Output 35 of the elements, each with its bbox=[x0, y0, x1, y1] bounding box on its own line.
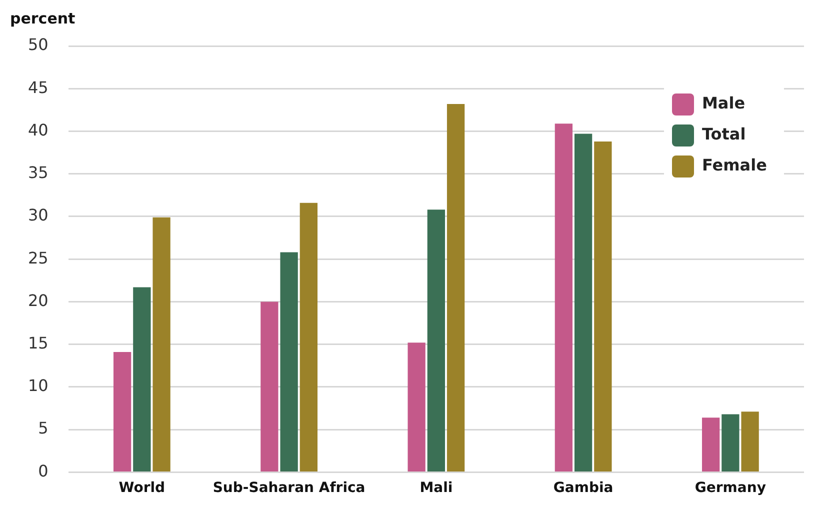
x-tick-label: World bbox=[118, 480, 166, 496]
y-axis-title: percent bbox=[10, 9, 76, 28]
y-tick-label: 25 bbox=[28, 248, 48, 268]
legend-label: Male bbox=[702, 94, 746, 113]
x-tick-label: Mali bbox=[420, 480, 453, 496]
y-tick-label: 5 bbox=[38, 418, 48, 438]
y-tick-label: 45 bbox=[28, 78, 48, 97]
bar bbox=[260, 302, 278, 472]
y-tick-label: 35 bbox=[28, 163, 48, 182]
bar bbox=[113, 352, 132, 472]
y-tick-label: 40 bbox=[28, 120, 48, 140]
legend-label: Female bbox=[702, 156, 768, 175]
bar bbox=[427, 210, 446, 472]
bar bbox=[408, 342, 426, 472]
bar bbox=[300, 202, 318, 472]
y-tick-label: 15 bbox=[28, 333, 48, 352]
y-tick-label: 20 bbox=[28, 290, 48, 310]
bar bbox=[446, 104, 465, 472]
bar bbox=[722, 414, 740, 472]
bar bbox=[133, 287, 151, 472]
x-tick-label: Gambia bbox=[553, 480, 614, 496]
y-tick-label: 10 bbox=[28, 376, 48, 396]
y-tick-label: 30 bbox=[28, 206, 48, 225]
x-tick-label: Sub-Saharan Africa bbox=[212, 480, 366, 496]
y-tick-label: 0 bbox=[38, 461, 48, 480]
bar bbox=[554, 124, 573, 472]
bar bbox=[280, 252, 298, 472]
legend-label: Total bbox=[702, 124, 746, 144]
bar bbox=[741, 412, 759, 472]
bar bbox=[594, 141, 612, 472]
bar bbox=[152, 217, 170, 472]
x-tick-label: Germany bbox=[694, 480, 766, 496]
bar bbox=[702, 418, 720, 472]
bar bbox=[574, 134, 592, 472]
y-tick-label: 50 bbox=[28, 35, 48, 54]
